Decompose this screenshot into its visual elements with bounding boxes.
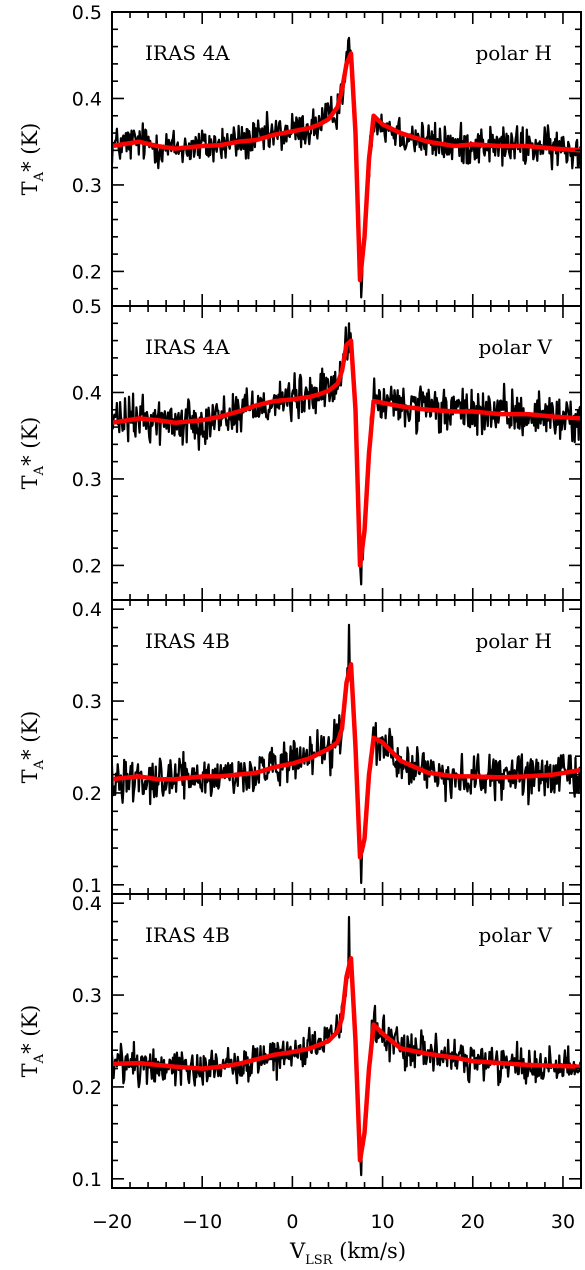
x-tick-label: 30 xyxy=(551,1211,575,1233)
observed-spectrum-line xyxy=(112,915,581,1177)
y-tick-label: 0.3 xyxy=(72,469,102,491)
panel-source-label: IRAS 4B xyxy=(145,923,230,947)
panel-source-label: IRAS 4B xyxy=(145,629,230,653)
smoothed-spectrum-line xyxy=(112,662,581,860)
y-tick-label: 0.1 xyxy=(72,1169,102,1191)
panel-2: 0.2 0.3 0.4 0.5 IRAS 4A polar V TA* (K) xyxy=(18,296,582,601)
y-tick-label: 0.2 xyxy=(72,555,102,577)
y-tick-label: 0.5 xyxy=(72,296,102,318)
y-tick-label: 0.2 xyxy=(72,783,102,805)
panel-4: 0.1 0.2 0.3 0.4 IRAS 4B polar V TA* (K) xyxy=(18,893,582,1191)
observed-spectrum-line xyxy=(112,623,581,885)
y-tick-label: 0.3 xyxy=(72,985,102,1007)
x-axis-title: VLSR (km/s) xyxy=(289,1239,406,1268)
y-tick-label: 0.4 xyxy=(72,382,102,404)
panel-source-label: IRAS 4A xyxy=(145,335,230,359)
y-tick-label: 0.5 xyxy=(72,2,102,24)
x-tick-label: 10 xyxy=(370,1211,394,1233)
panel-polarization-label: polar V xyxy=(478,923,552,947)
y-tick-label: 0.3 xyxy=(72,175,102,197)
panel-polarization-label: polar H xyxy=(475,41,552,65)
y-tick-label: 0.2 xyxy=(72,261,102,283)
observed-spectrum-line xyxy=(112,36,581,299)
y-tick-label: 0.4 xyxy=(72,893,102,915)
y-tick-label: 0.4 xyxy=(72,599,102,621)
x-tick-label: 0 xyxy=(286,1211,298,1233)
y-axis-title: TA* (K) xyxy=(18,123,47,196)
smoothed-spectrum-line xyxy=(112,956,581,1163)
y-axis-title: TA* (K) xyxy=(18,1005,47,1078)
x-tick-label: −10 xyxy=(182,1211,222,1233)
panel-polarization-label: polar V xyxy=(478,335,552,359)
x-axis-tick-labels: −20 −10 0 10 20 30 xyxy=(92,1211,575,1233)
y-tick-label: 0.3 xyxy=(72,691,102,713)
x-tick-label: −20 xyxy=(92,1211,132,1233)
x-tick-label: 20 xyxy=(461,1211,485,1233)
panel-polarization-label: polar H xyxy=(475,629,552,653)
smoothed-spectrum-line xyxy=(112,338,581,568)
y-tick-label: 0.2 xyxy=(72,1077,102,1099)
y-axis-title: TA* (K) xyxy=(18,417,47,490)
panel-source-label: IRAS 4A xyxy=(145,41,230,65)
y-tick-label: 0.1 xyxy=(72,875,102,897)
panel-3: 0.1 0.2 0.3 0.4 IRAS 4B polar H TA* (K) xyxy=(18,599,582,897)
observed-spectrum-line xyxy=(112,322,581,586)
smoothed-spectrum-line xyxy=(112,51,581,283)
panel-1: 0.2 0.3 0.4 0.5 IRAS 4A polar H TA* (K) xyxy=(18,2,582,307)
y-tick-label: 0.4 xyxy=(72,88,102,110)
y-axis-title: TA* (K) xyxy=(18,711,47,784)
